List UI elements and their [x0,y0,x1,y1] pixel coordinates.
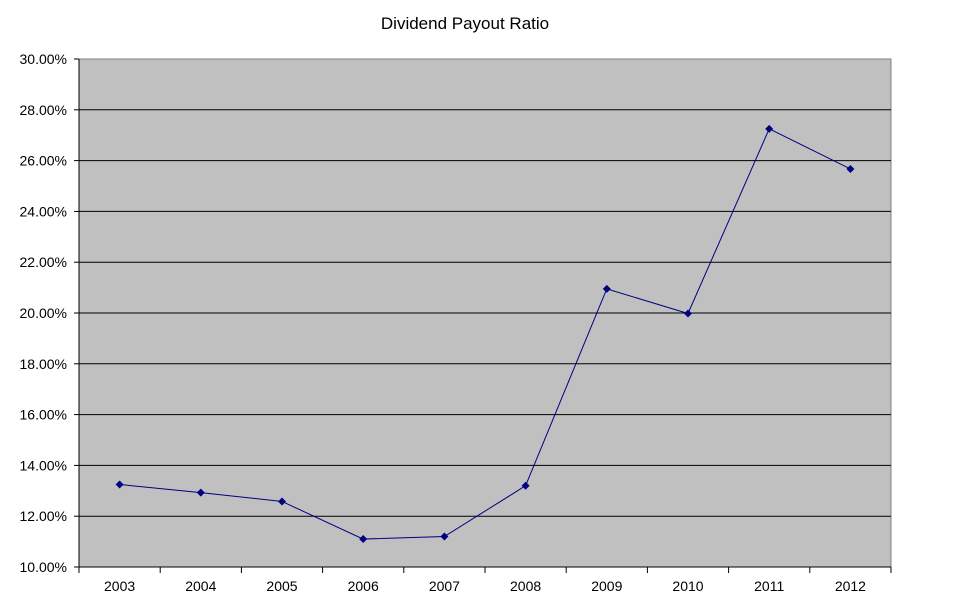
y-tick-label: 10.00% [20,559,67,575]
data-point [846,164,855,173]
data-point [602,284,611,293]
y-tick-label: 12.00% [20,508,67,524]
x-tick-label: 2010 [672,578,703,594]
y-tick-label: 16.00% [20,407,67,423]
x-tick-label: 2003 [104,578,135,594]
y-tick-label: 24.00% [20,203,67,219]
x-tick-label: 2011 [754,578,784,594]
y-tick-label: 30.00% [20,51,67,67]
y-tick-label: 28.00% [20,102,67,118]
x-tick-label: 2007 [429,578,460,594]
x-tick-label: 2009 [591,578,622,594]
data-point [359,535,368,544]
x-tick-label: 2008 [510,578,541,594]
y-tick-label: 20.00% [20,305,67,321]
x-tick-label: 2012 [835,578,866,594]
x-tick-label: 2006 [348,578,379,594]
series-line [119,128,851,540]
data-point [278,497,286,506]
x-tick-label: 2005 [266,578,297,594]
chart-title: Dividend Payout Ratio [380,14,550,33]
x-tick-label: 2004 [185,578,216,594]
data-point [521,481,530,490]
data-point [765,124,774,133]
y-tick-label: 14.00% [20,457,67,473]
y-tick-label: 18.00% [20,356,67,372]
data-point [440,532,449,541]
data-point [196,488,205,497]
data-point [684,309,692,318]
y-tick-label: 22.00% [20,254,67,270]
data-point [115,480,124,489]
y-tick-label: 26.00% [20,153,67,169]
